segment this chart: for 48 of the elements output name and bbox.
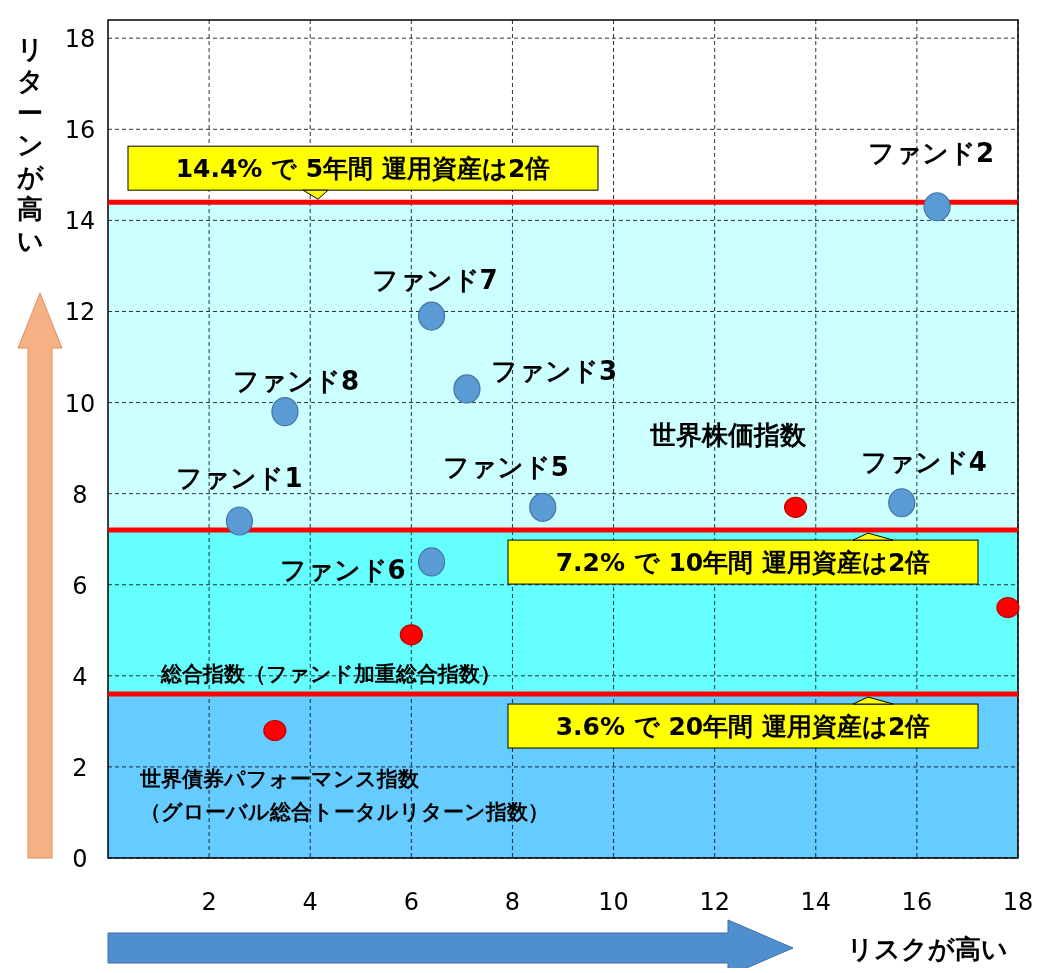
point [417, 301, 446, 331]
x-axis-title: リスクが高い [847, 934, 1008, 964]
x-tick-label: 4 [302, 888, 318, 916]
x-tick-label: 18 [1002, 888, 1034, 916]
y-tick-label: 12 [64, 298, 96, 327]
annotation: ファンド1 [176, 462, 303, 493]
point [996, 596, 1020, 619]
annotation: ファンド4 [860, 446, 987, 477]
y-tick-label: 18 [64, 25, 96, 54]
annotation: 世界株価指数 [648, 419, 807, 450]
point [399, 624, 423, 646]
point [783, 496, 808, 518]
annotation: ファンド2 [868, 137, 995, 168]
annotation: ファンド3 [490, 355, 618, 386]
x-tick-label: 6 [403, 888, 419, 916]
ref-line-label: 14.4% で 5年間 運用資産は2倍 [175, 154, 551, 184]
annotation: ファンド5 [442, 451, 569, 482]
point [417, 547, 446, 577]
y-tick-label: 14 [64, 207, 96, 236]
annotation: （グローバル総合トータルリターン指数） [139, 800, 549, 825]
x-tick-label: 2 [201, 888, 217, 916]
annotation: 総合指数（ファンド加重総合指数） [160, 661, 502, 686]
y-tick-label: 16 [64, 116, 96, 145]
point [225, 506, 254, 536]
y-axis-title: リターンが高い [16, 34, 45, 256]
annotation: ファンド7 [371, 264, 498, 295]
y-tick-label: 0 [72, 845, 88, 873]
x-tick-label: 14 [800, 888, 832, 916]
x-tick-label: 10 [598, 888, 629, 916]
x-tick-label: 16 [901, 888, 933, 916]
x-tick-label: 8 [504, 888, 521, 916]
point [923, 192, 951, 222]
y-tick-label: 6 [72, 571, 88, 600]
annotation: ファンド8 [232, 365, 360, 396]
point [529, 492, 557, 522]
y-tick-label: 8 [72, 480, 88, 509]
annotation: ファンド6 [279, 554, 406, 585]
annotation: 世界債券パフォーマンス指数 [138, 767, 420, 792]
ref-line-label: 7.2% で 10年間 運用資産は2倍 [555, 548, 931, 578]
y-tick-label: 2 [72, 753, 88, 782]
point [453, 374, 481, 404]
point [271, 397, 299, 427]
y-tick-label: 10 [64, 389, 96, 418]
point [263, 719, 287, 742]
y-tick-label: 4 [72, 662, 88, 691]
ref-line-label: 3.6% で 20年間 運用資産は2倍 [555, 712, 931, 742]
point [888, 488, 916, 518]
x-tick-label: 12 [699, 888, 730, 916]
